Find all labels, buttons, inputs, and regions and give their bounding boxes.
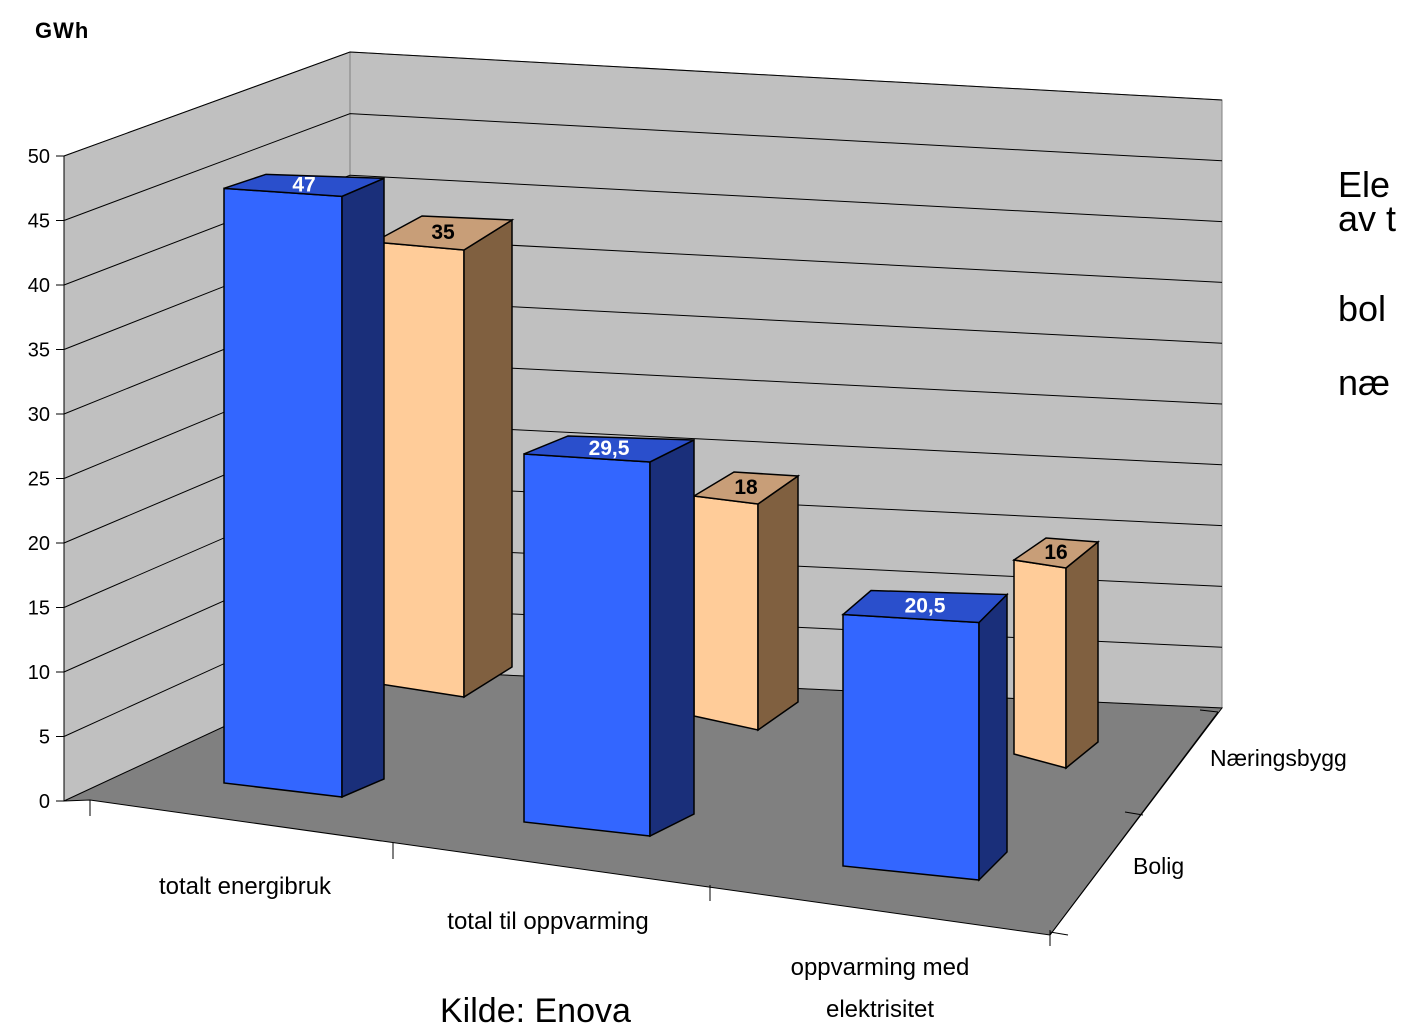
bolig-bar-3-side [979, 595, 1007, 880]
y-tick-label: 30 [28, 404, 50, 426]
series-label-bolig: Bolig [1133, 853, 1184, 879]
naering-bar-2-front [694, 496, 758, 730]
y-tick-label: 5 [39, 727, 50, 749]
bolig-bar-3-data-label: 20,5 [905, 595, 946, 618]
bolig-bar-2-data-label: 29,5 [589, 437, 630, 460]
naering-bar-1-data-label: 35 [431, 221, 455, 244]
y-tick-label: 10 [28, 662, 50, 684]
naering-bar-3-side [1066, 542, 1098, 768]
naering-bar-2-side [758, 476, 798, 730]
naering-bar-1-front [374, 242, 464, 697]
source-note: Kilde: Enova [440, 992, 631, 1031]
y-tick-label: 35 [28, 340, 50, 362]
depth-tick-mark [1050, 932, 1068, 935]
naering-bar-1-side [464, 220, 512, 697]
naering-bar-3-front [1014, 560, 1066, 768]
y-tick-label: 0 [39, 791, 50, 813]
naering-bar-2-data-label: 18 [734, 476, 758, 499]
y-tick-label: 15 [28, 598, 50, 620]
bolig-bar-1-side [342, 178, 384, 797]
y-tick-label: 40 [28, 275, 50, 297]
y-tick-label: 45 [28, 211, 50, 233]
series-label-naeringsbygg: Næringsbygg [1210, 745, 1347, 771]
side-text-line-3: bol [1338, 288, 1386, 330]
bolig-bar-2-side [650, 440, 694, 836]
y-axis-title: GWh [35, 18, 89, 43]
category-label: totalt energibruk [159, 873, 332, 900]
category-label: oppvarming med [791, 954, 970, 981]
y-tick-label: 50 [28, 146, 50, 168]
bolig-bar-2-front [524, 454, 650, 836]
category-label: total til oppvarming [447, 908, 648, 935]
y-tick-label: 20 [28, 533, 50, 555]
bolig-bar-1-front [224, 188, 342, 797]
naering-bar-3-data-label: 16 [1044, 541, 1067, 564]
side-text-line-4: næ [1338, 362, 1390, 404]
bolig-bar-1-data-label: 47 [292, 173, 315, 196]
category-label: elektrisitet [826, 996, 934, 1023]
side-text-line-2: av t [1338, 198, 1396, 240]
bolig-bar-3-front [843, 615, 979, 880]
y-tick-label: 25 [28, 469, 50, 491]
